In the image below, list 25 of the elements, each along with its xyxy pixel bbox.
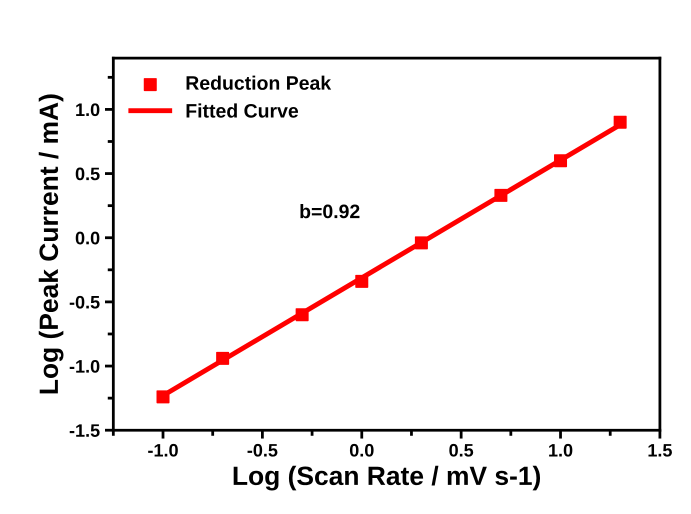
y-tick-label: 0.0	[76, 232, 100, 244]
point	[296, 308, 309, 322]
y-tick-label: -0.5	[70, 296, 100, 309]
point	[414, 236, 428, 250]
y-tick-label: -1.5	[70, 424, 100, 437]
point	[216, 352, 230, 365]
y-tick-label: 0.5	[76, 168, 100, 180]
legend-label: Reduction Peak	[186, 76, 332, 90]
point	[614, 116, 627, 129]
x-tick-label: 1.0	[549, 444, 572, 457]
point	[494, 188, 508, 202]
x-tick-label: 0.0	[350, 444, 374, 457]
legend-label: Fitted Curve	[186, 103, 298, 118]
x-axis-title: Log (Scan Rate / mV s-1)	[234, 466, 540, 491]
x-tick-label: 1.5	[648, 444, 672, 457]
annotation: b=0.92	[300, 204, 360, 218]
point	[156, 390, 170, 404]
point	[554, 154, 568, 168]
y-tick-label: -1.0	[70, 360, 100, 373]
y-tick-label: 1.0	[76, 103, 100, 116]
point	[355, 274, 368, 288]
y-axis-title: Log (Peak Current / mA)	[38, 94, 64, 394]
x-tick-label: 0.5	[449, 444, 474, 457]
x-tick-label: -0.5	[248, 444, 278, 457]
x-tick-label: -1.0	[148, 444, 178, 457]
